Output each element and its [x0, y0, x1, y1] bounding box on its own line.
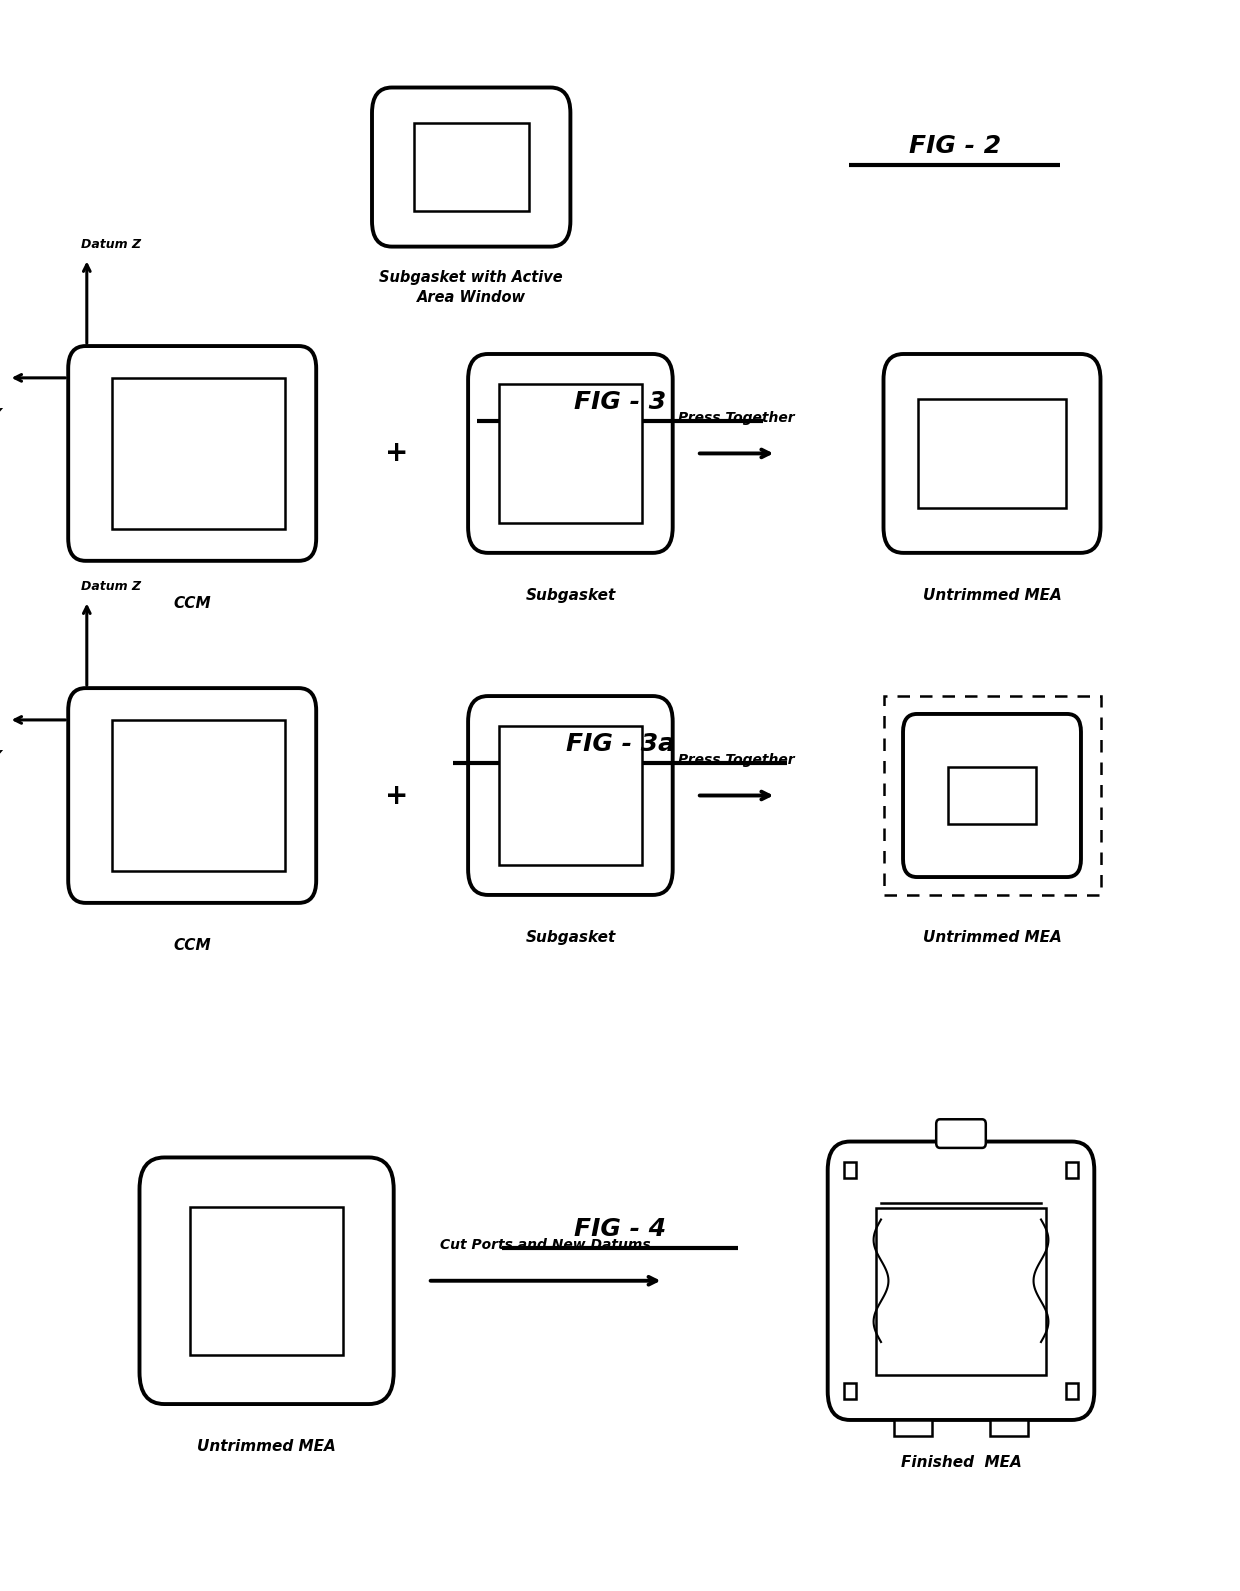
Text: Press Together: Press Together	[678, 753, 795, 767]
Text: +: +	[386, 781, 408, 810]
Bar	[918, 399, 1065, 508]
Text: Press Together: Press Together	[678, 410, 795, 425]
Bar	[843, 1383, 856, 1400]
Bar	[883, 697, 1101, 894]
Text: CCM: CCM	[174, 937, 211, 953]
Bar	[894, 1419, 931, 1435]
FancyBboxPatch shape	[139, 1158, 394, 1403]
Text: Untrimmed MEA: Untrimmed MEA	[197, 1438, 336, 1454]
FancyBboxPatch shape	[68, 347, 316, 562]
Text: Datum Z: Datum Z	[81, 237, 140, 250]
FancyBboxPatch shape	[372, 88, 570, 247]
Text: Subgasket with Active
Area Window: Subgasket with Active Area Window	[379, 270, 563, 305]
Text: FIG - 2: FIG - 2	[909, 134, 1001, 159]
Text: Finished  MEA: Finished MEA	[900, 1454, 1022, 1470]
Bar	[843, 1161, 856, 1177]
Bar	[1065, 1161, 1079, 1177]
Bar	[875, 1209, 1047, 1375]
Text: Datum Y: Datum Y	[0, 749, 2, 762]
Bar	[991, 1419, 1028, 1435]
FancyBboxPatch shape	[883, 353, 1101, 552]
FancyBboxPatch shape	[469, 353, 672, 552]
FancyBboxPatch shape	[469, 697, 672, 894]
Text: FIG - 3a: FIG - 3a	[565, 732, 675, 756]
Text: CCM: CCM	[174, 597, 211, 611]
Text: +: +	[386, 439, 408, 468]
Text: Subgasket: Subgasket	[526, 589, 615, 603]
Bar	[1065, 1383, 1079, 1400]
Bar	[498, 383, 642, 523]
Bar	[191, 1206, 342, 1354]
FancyBboxPatch shape	[903, 714, 1081, 877]
Text: FIG - 3: FIG - 3	[574, 390, 666, 414]
FancyBboxPatch shape	[68, 687, 316, 904]
Bar	[947, 767, 1037, 824]
Bar	[498, 725, 642, 866]
Text: Datum Y: Datum Y	[0, 407, 2, 420]
Text: Subgasket: Subgasket	[526, 929, 615, 945]
Text: Untrimmed MEA: Untrimmed MEA	[923, 929, 1061, 945]
Bar	[112, 379, 285, 528]
Text: FIG - 4: FIG - 4	[574, 1217, 666, 1241]
Text: Untrimmed MEA: Untrimmed MEA	[923, 589, 1061, 603]
FancyBboxPatch shape	[936, 1120, 986, 1149]
Text: Cut Ports and New Datums: Cut Ports and New Datums	[440, 1238, 651, 1252]
Bar	[112, 721, 285, 870]
FancyBboxPatch shape	[828, 1142, 1094, 1419]
Text: Datum Z: Datum Z	[81, 579, 140, 592]
Bar	[414, 123, 528, 210]
